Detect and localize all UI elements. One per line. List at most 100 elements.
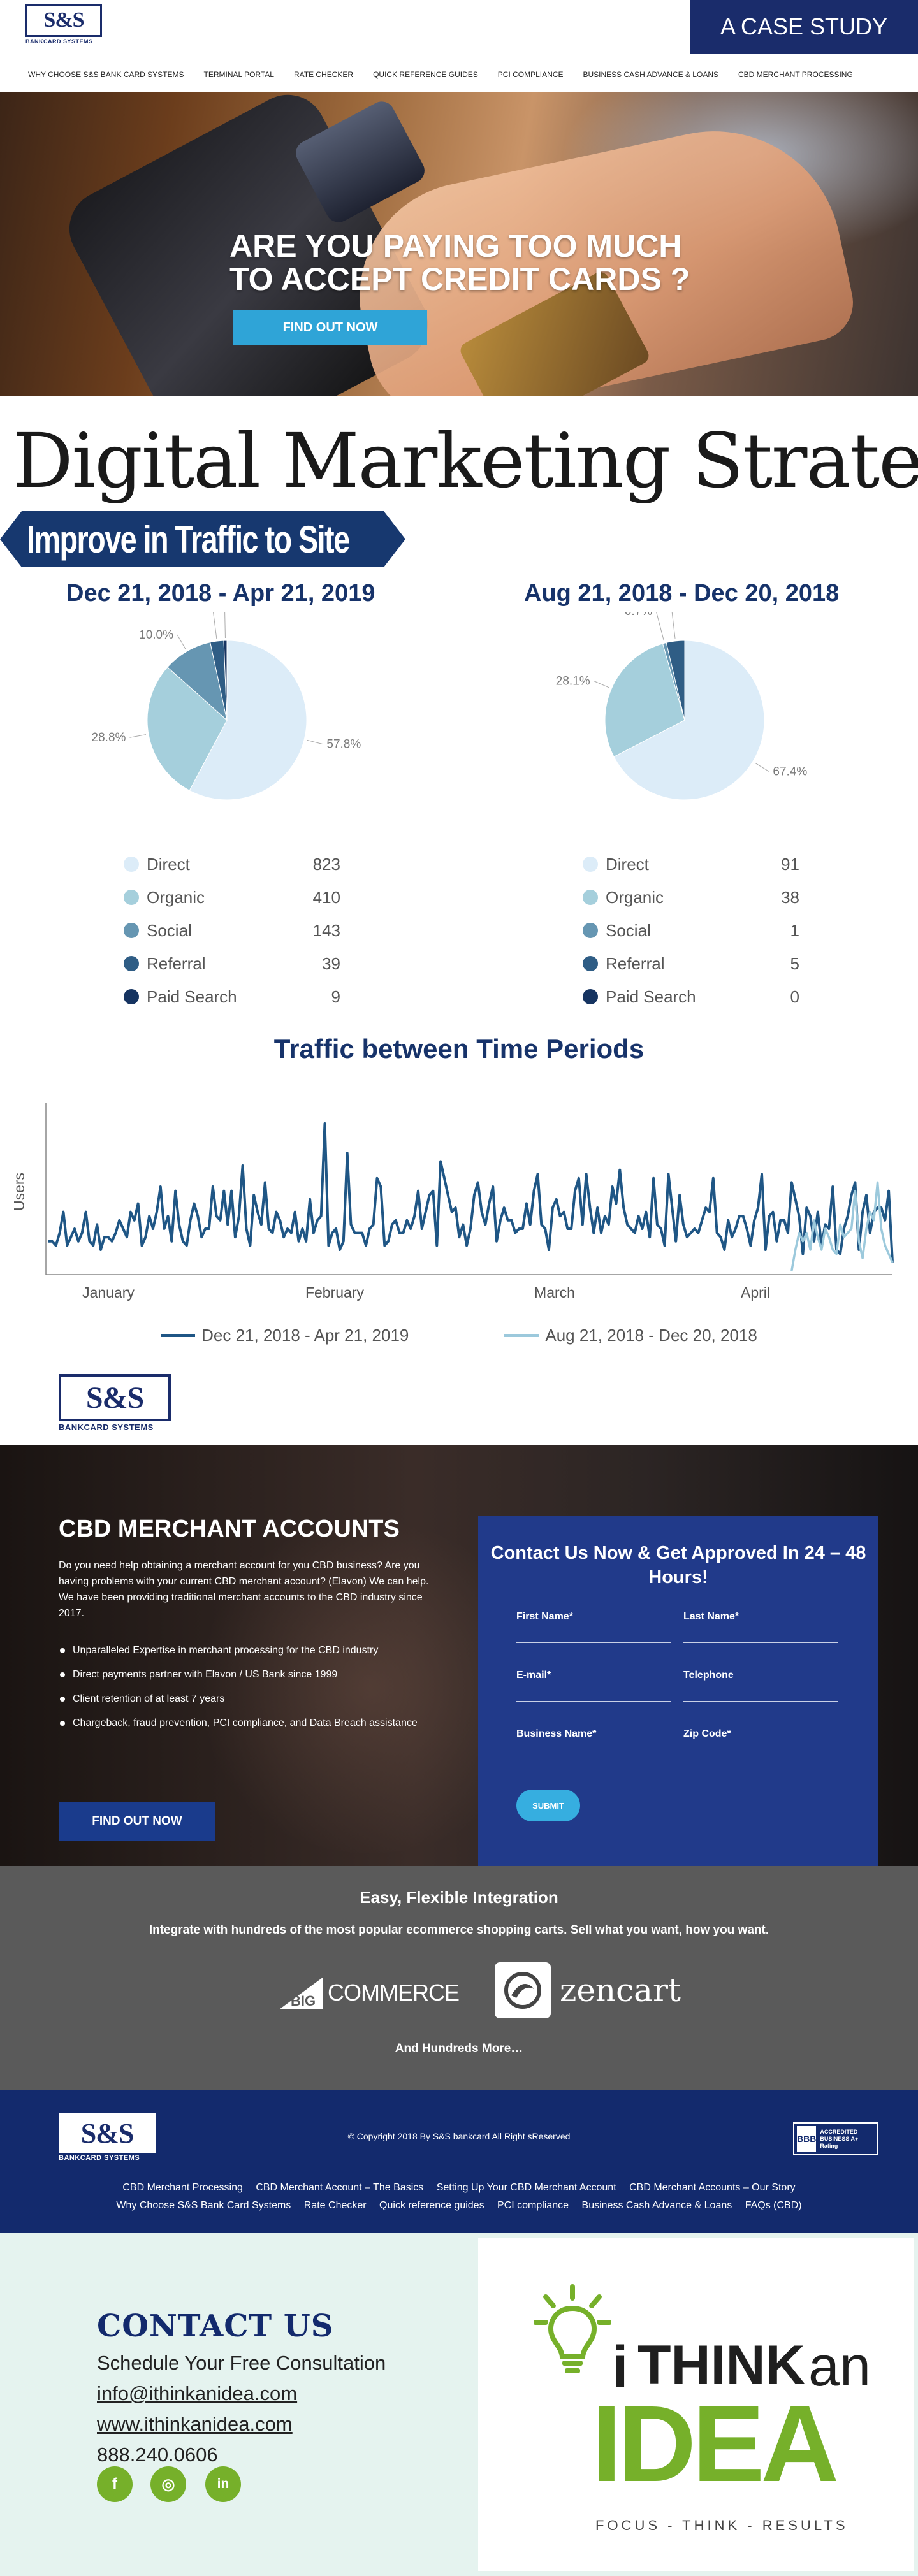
website-link[interactable]: www.ithinkanidea.com	[97, 2413, 293, 2435]
legend-label: Direct	[606, 854, 649, 874]
legend-current: Direct 823 Organic 410 Social 143 Referral 39 Pa…	[124, 848, 340, 1013]
legend-row-organic: Organic 410	[124, 881, 340, 914]
legend-dot	[583, 956, 598, 971]
contact-heading: CONTACT US	[97, 2308, 334, 2344]
footer-link[interactable]: Setting Up Your CBD Merchant Account	[436, 2182, 616, 2193]
series-line-current[interactable]	[48, 1122, 894, 1263]
footer-link[interactable]: FAQs (CBD)	[745, 2200, 802, 2211]
footer-link[interactable]: PCI compliance	[497, 2200, 569, 2211]
last-name-label: Last Name*	[683, 1611, 740, 1622]
cbd-find-out-button[interactable]: FIND OUT NOW	[59, 1802, 215, 1841]
nav-business-cash[interactable]: BUSINESS CASH ADVANCE & LOANS	[583, 70, 718, 79]
y-axis-label: Users	[13, 1173, 27, 1211]
hero-find-out-button[interactable]: FIND OUT NOW	[233, 310, 427, 345]
brand-idea: IDEA	[592, 2384, 839, 2505]
instagram-icon[interactable]: ◎	[150, 2466, 186, 2502]
facebook-icon[interactable]: f	[97, 2466, 133, 2502]
pie-slice-direct[interactable]	[189, 640, 307, 800]
legend-value: 143	[312, 920, 340, 940]
zencart-word: zencart	[560, 1972, 681, 2009]
footer-logo[interactable]: S&S BANKCARD SYSTEMS	[59, 2113, 158, 2162]
series-line-previous[interactable]	[790, 1181, 894, 1271]
zip-code-input[interactable]	[683, 1740, 838, 1755]
legend-label: Organic	[147, 887, 205, 907]
pie-slice-social[interactable]	[166, 642, 228, 721]
footer-link[interactable]: CBD Merchant Processing	[122, 2182, 243, 2193]
footer-link[interactable]: CBD Merchant Accounts – Our Story	[629, 2182, 796, 2193]
linkedin-icon[interactable]: in	[205, 2466, 241, 2502]
legend-label: Referral	[606, 953, 665, 973]
legend-row-social: Social 143	[124, 914, 340, 947]
first-name-field: First Name*	[516, 1611, 671, 1643]
nav-cbd-processing[interactable]: CBD MERCHANT PROCESSING	[738, 70, 853, 79]
brand-tagline: FOCUS - THINK - RESULTS	[595, 2517, 849, 2533]
legend-swatch-current	[161, 1334, 196, 1337]
integration-title: Easy, Flexible Integration	[360, 1888, 558, 1907]
footer-link[interactable]: Why Choose S&S Bank Card Systems	[116, 2200, 291, 2211]
pie-label-leader	[224, 612, 226, 639]
legend-value: 9	[331, 987, 340, 1006]
legend-dot	[583, 857, 598, 872]
footer-links-row-2: Why Choose S&S Bank Card Systems Rate Ch…	[0, 2200, 918, 2211]
copyright-text: © Copyright 2018 By S&S bankcard All Rig…	[347, 2131, 571, 2141]
first-name-input[interactable]	[516, 1623, 671, 1638]
last-name-field: Last Name*	[683, 1611, 838, 1643]
footer-logo-subtitle: BANKCARD SYSTEMS	[59, 2154, 140, 2162]
email-input[interactable]	[516, 1681, 671, 1697]
legend-row-paid-search: Paid Search 0	[583, 980, 799, 1013]
case-study-badge: A CASE STUDY	[690, 0, 918, 54]
footer-link[interactable]: Business Cash Advance & Loans	[581, 2200, 732, 2211]
email-link[interactable]: info@ithinkanidea.com	[97, 2382, 298, 2405]
telephone-input[interactable]	[683, 1681, 838, 1697]
legend-value: 39	[322, 953, 340, 973]
legend-dot	[124, 923, 139, 938]
pie-slice-organic[interactable]	[604, 643, 685, 758]
telephone-label: Telephone	[683, 1670, 734, 1681]
cbd-bullet: Client retention of at least 7 years	[59, 1691, 441, 1707]
legend-dot	[583, 923, 598, 938]
pie-label-leader	[754, 762, 769, 772]
pie-slice-referral[interactable]	[666, 640, 685, 721]
form-title: Contact Us Now & Get Approved In 24 – 48…	[490, 1543, 866, 1588]
legend-row-direct: Direct 91	[583, 848, 799, 881]
footer-link[interactable]: Rate Checker	[303, 2200, 367, 2211]
legend-value: 5	[790, 953, 799, 973]
integration-section: Easy, Flexible Integration Integrate wit…	[0, 1866, 918, 2090]
business-name-field: Business Name*	[516, 1728, 671, 1760]
nav-rate-checker[interactable]: RATE CHECKER	[293, 70, 354, 79]
legend-row-direct: Direct 823	[124, 848, 340, 881]
pie-slice-paid-search[interactable]	[223, 640, 228, 721]
legend-dot	[124, 890, 139, 905]
pie-slice-organic[interactable]	[147, 667, 228, 791]
nav-terminal-portal[interactable]: TERMINAL PORTAL	[203, 70, 274, 79]
pie-label-leader	[671, 612, 676, 639]
legend-value: 823	[312, 854, 340, 874]
bbb-icon: BBB	[797, 2126, 817, 2152]
pie-percent-label: 0.7%	[625, 612, 652, 618]
zip-code-field: Zip Code*	[683, 1728, 838, 1760]
legend-dot	[583, 890, 598, 905]
pie-percent-label: 28.8%	[92, 731, 126, 744]
pie-label-leader	[129, 734, 147, 738]
footer-link[interactable]: Quick reference guides	[379, 2200, 484, 2211]
footer-link[interactable]: CBD Merchant Account – The Basics	[256, 2182, 424, 2193]
pie-slice-direct[interactable]	[613, 640, 765, 800]
nav-why-choose[interactable]: WHY CHOOSE S&S BANK CARD SYSTEMS	[28, 70, 184, 79]
x-tick-label: February	[305, 1284, 365, 1301]
site-logo[interactable]: S&S BANKCARD SYSTEMS	[26, 4, 105, 46]
submit-button[interactable]: SUBMIT	[516, 1790, 580, 1821]
nav-pci-compliance[interactable]: PCI COMPLIANCE	[497, 70, 564, 79]
brand-an: an	[808, 2334, 871, 2398]
legend-label: Social	[606, 920, 651, 940]
nav-quick-reference[interactable]: QUICK REFERENCE GUIDES	[373, 70, 478, 79]
footer-logo-mark: S&S	[59, 2113, 156, 2153]
consultation-text: Schedule Your Free Consultation	[97, 2352, 386, 2374]
integration-more: And Hundreds More…	[395, 2042, 523, 2055]
ribbon-banner	[0, 511, 405, 567]
pie-percent-label: 57.8%	[326, 738, 361, 751]
business-name-label: Business Name*	[516, 1728, 597, 1739]
last-name-input[interactable]	[683, 1623, 838, 1638]
business-name-input[interactable]	[516, 1740, 671, 1755]
logo-subtitle: BANKCARD SYSTEMS	[26, 38, 93, 45]
bbb-badge[interactable]: BBB ACCREDITED BUSINESS A+ Rating	[793, 2122, 878, 2155]
